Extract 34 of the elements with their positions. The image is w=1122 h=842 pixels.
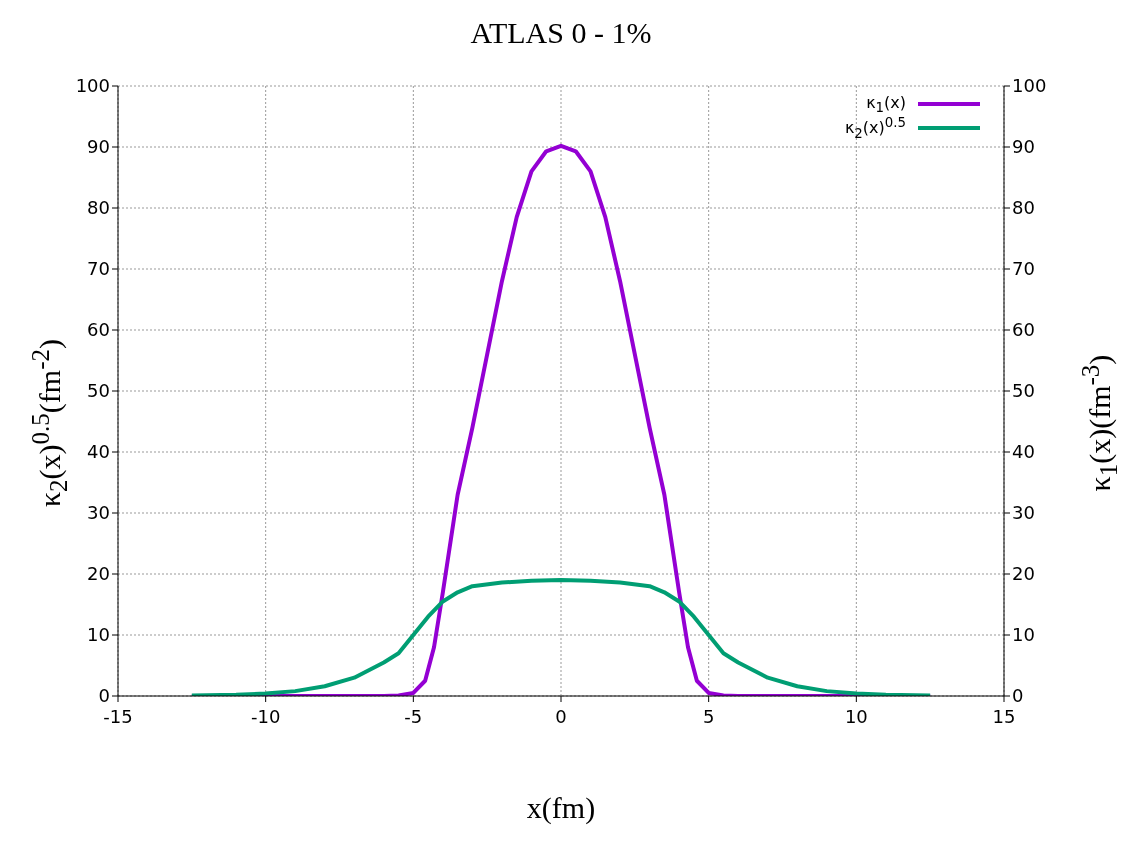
y-tick-label: 80 — [87, 197, 110, 219]
y2-tick-label: 60 — [1012, 319, 1035, 341]
y2-tick-label: 80 — [1012, 197, 1035, 219]
y2-tick-label: 90 — [1012, 136, 1035, 158]
y2-tick-label: 0 — [1012, 685, 1024, 707]
y-tick-label: 60 — [87, 319, 110, 341]
y-tick-label: 30 — [87, 502, 110, 524]
x-tick-label: 0 — [555, 705, 567, 727]
y2-tick-label: 70 — [1012, 258, 1035, 280]
y-tick-label: 50 — [87, 380, 110, 402]
x-tick-label: 15 — [992, 705, 1016, 727]
legend-label: κ$_{1}$(x) — [866, 92, 906, 116]
y2-tick-label: 100 — [1012, 75, 1047, 97]
x-tick-label: 5 — [702, 705, 715, 727]
x-tick-label: -5 — [404, 705, 423, 727]
y-tick-label: 0 — [98, 685, 110, 707]
legend-label: κ$_{2}$(x)$^{0.5}$ — [844, 115, 906, 141]
x-tick-label: -10 — [250, 705, 281, 727]
y2-tick-label: 50 — [1012, 380, 1035, 402]
y-tick-label: 20 — [87, 563, 110, 585]
x-tick-label: -15 — [103, 705, 133, 727]
y2-tick-label: 40 — [1012, 441, 1035, 463]
y-tick-label: 90 — [87, 136, 110, 158]
y-tick-label: 10 — [87, 624, 110, 646]
x-axis-title: x(fm) — [526, 791, 596, 824]
line-series — [189, 578, 933, 696]
y-tick-label: 100 — [75, 75, 110, 97]
y2-tick-label: 20 — [1012, 563, 1035, 585]
y-tick-label: 70 — [87, 258, 110, 280]
y-tick-label: 40 — [87, 441, 110, 463]
y2-tick-label: 10 — [1012, 624, 1035, 646]
y2-tick-label: 30 — [1012, 502, 1035, 524]
x-tick-label: 10 — [844, 705, 868, 727]
chart-title: ATLAS 0 - 1% — [470, 16, 652, 49]
